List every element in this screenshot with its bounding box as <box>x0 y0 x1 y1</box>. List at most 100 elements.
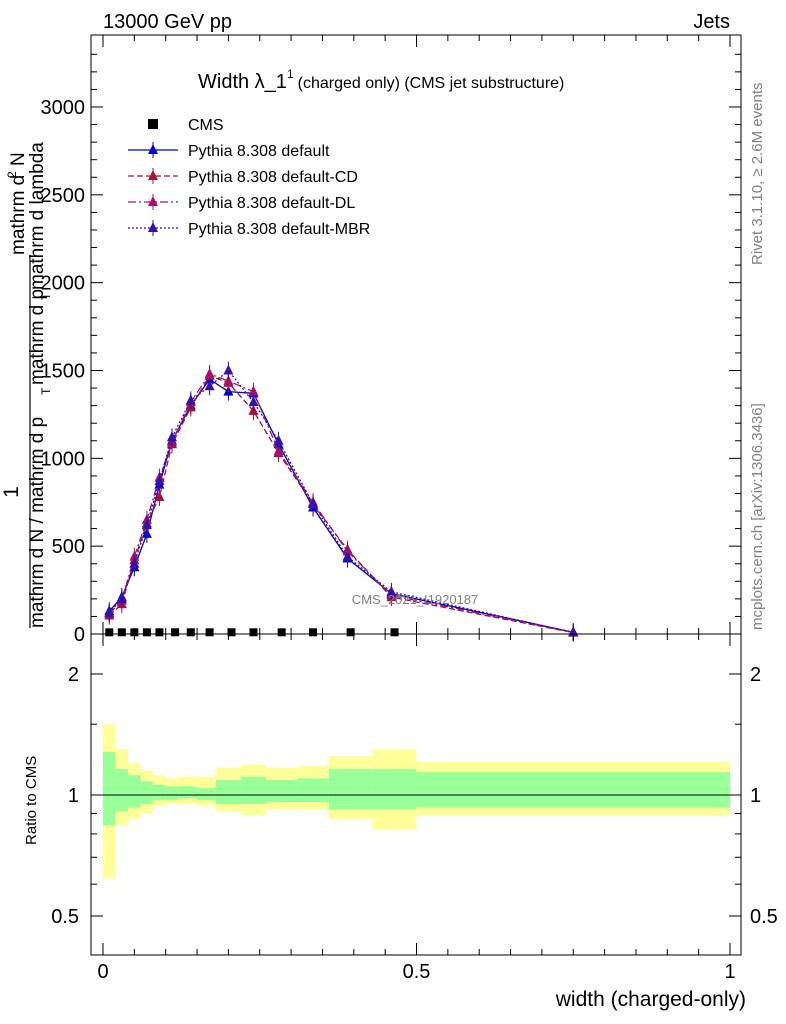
ylabel-right-top-rest: mathrm d lambda <box>27 142 48 290</box>
series-marker <box>166 431 177 442</box>
ratio-band-green <box>416 772 730 808</box>
cms-marker <box>142 628 151 637</box>
main-y-tick-label: 1500 <box>41 361 86 383</box>
ratio-y-tick-label-right: 1 <box>750 785 761 807</box>
ratio-plot: 0.5 0.5 1 1 2 2 0 0.5 1 Ratio to CMS width (char… <box>23 633 778 1011</box>
ratio-y-tick-label: 0.5 <box>51 906 79 928</box>
ratio-band-green <box>215 779 241 804</box>
title-main: Width λ_1 <box>198 71 287 93</box>
legend: CMS Pythia 8.308 default Pythia 8.308 defa… <box>128 117 370 238</box>
ylabel-denominator: mathrm d N / mathrm d p <box>27 417 48 628</box>
cms-marker <box>390 628 399 637</box>
ylabel-numerator-top: mathrm d <box>8 175 29 255</box>
ratio-x-tick-label: 0 <box>97 961 108 983</box>
cms-marker <box>277 628 286 637</box>
ratio-band-green <box>328 769 373 810</box>
series-marker <box>129 557 140 568</box>
ylabel-denominator-sub: T <box>39 387 53 395</box>
main-y-axis-label: 1 mathrm d 2 N mathrm d N / mathrm d p T… <box>0 142 53 628</box>
series-marker <box>248 385 259 396</box>
series-marker <box>223 364 234 375</box>
ratio-y-tick-label-right: 2 <box>750 664 761 686</box>
ratio-band-green <box>297 778 329 803</box>
series-marker <box>154 490 165 501</box>
legend-label: Pythia 8.308 default <box>188 143 330 160</box>
cms-marker <box>346 628 355 637</box>
cms-marker <box>309 628 318 637</box>
cms-marker <box>171 628 180 637</box>
main-y-tick-label: 0 <box>74 624 85 646</box>
series-marker <box>273 434 284 445</box>
series-marker <box>204 380 215 391</box>
x-axis-label: width (charged-only) <box>555 988 746 1011</box>
cms-marker <box>105 628 114 637</box>
series-marker <box>185 394 196 405</box>
watermark: CMS_2021_I1920187 <box>352 592 479 607</box>
ratio-band-green <box>178 786 198 799</box>
cms-marker <box>227 628 236 637</box>
series-marker <box>273 445 284 456</box>
series-marker <box>248 396 259 407</box>
legend-marker <box>148 170 158 180</box>
series-marker <box>386 585 397 596</box>
title-sup: 1 <box>287 67 294 81</box>
main-y-tick-label: 2000 <box>41 273 86 295</box>
main-y-tick-label: 3000 <box>41 97 86 119</box>
legend-marker <box>148 196 158 206</box>
ratio-band-green <box>128 775 141 808</box>
series-line <box>108 375 574 634</box>
cms-marker <box>205 628 214 637</box>
ratio-band-green <box>165 786 179 801</box>
ratio-y-tick-label: 2 <box>68 664 79 686</box>
ylabel-prefix: 1 <box>0 486 23 498</box>
legend-label: CMS <box>188 117 224 134</box>
ratio-x-tick-label: 1 <box>724 961 735 983</box>
legend-label: Pythia 8.308 default-CD <box>188 169 358 186</box>
ratio-x-tick-label: 0.5 <box>403 961 431 983</box>
series-marker <box>308 498 319 509</box>
energy-label: 13000 GeV pp <box>103 11 232 33</box>
cms-points <box>105 628 399 637</box>
series-marker <box>223 375 234 386</box>
cms-marker <box>249 628 258 637</box>
main-y-ticks: 0 500 1000 1500 2000 2500 3000 <box>41 35 741 646</box>
ylabel-right-top: mathrm d p <box>27 289 48 385</box>
legend-label: Pythia 8.308 default-MBR <box>188 221 370 238</box>
mcplots-label: mcplots.cern.ch [arXiv:1306.3436] <box>749 403 766 630</box>
ylabel-numerator-sup: 2 <box>5 171 19 178</box>
ratio-band-green <box>103 751 116 826</box>
main-y-tick-label: 500 <box>52 536 85 558</box>
series-line <box>108 378 574 633</box>
series-marker <box>141 519 152 530</box>
title-sub: (charged only) (CMS jet substructure) <box>298 75 565 92</box>
ratio-band-green <box>372 769 417 810</box>
ratio-y-tick-label: 1 <box>68 785 79 807</box>
main-series <box>104 361 579 642</box>
process-label: Jets <box>693 11 730 33</box>
series-marker <box>154 475 165 486</box>
rivet-label: Rivet 3.1.10, ≥ 2.6M events <box>749 83 766 266</box>
ylabel-right-top-sub: T <box>39 292 53 300</box>
series-line <box>108 373 574 634</box>
series-marker <box>204 368 215 379</box>
ratio-band-green <box>266 779 298 803</box>
ratio-frame <box>90 633 742 956</box>
series-marker <box>104 606 115 617</box>
ratio-band-green <box>153 784 166 801</box>
ratio-band-green <box>197 788 216 801</box>
legend-marker-cms <box>148 119 158 129</box>
cms-marker <box>186 628 195 637</box>
ratio-bands <box>103 724 730 879</box>
legend-marker <box>148 222 158 232</box>
legend-label: Pythia 8.308 default-DL <box>188 195 355 212</box>
main-plot: 0 500 1000 1500 2000 2500 3000 CMS_2021_I19201… <box>41 34 742 646</box>
cms-marker <box>117 628 126 637</box>
main-y-tick-label: 2500 <box>41 185 86 207</box>
ratio-band-green <box>140 781 154 804</box>
ratio-y-axis-label: Ratio to CMS <box>23 756 40 845</box>
series-marker <box>116 592 127 603</box>
cms-marker <box>155 628 164 637</box>
ratio-band-green <box>240 776 267 804</box>
main-y-tick-label: 1000 <box>41 448 86 470</box>
legend-marker <box>148 144 158 154</box>
